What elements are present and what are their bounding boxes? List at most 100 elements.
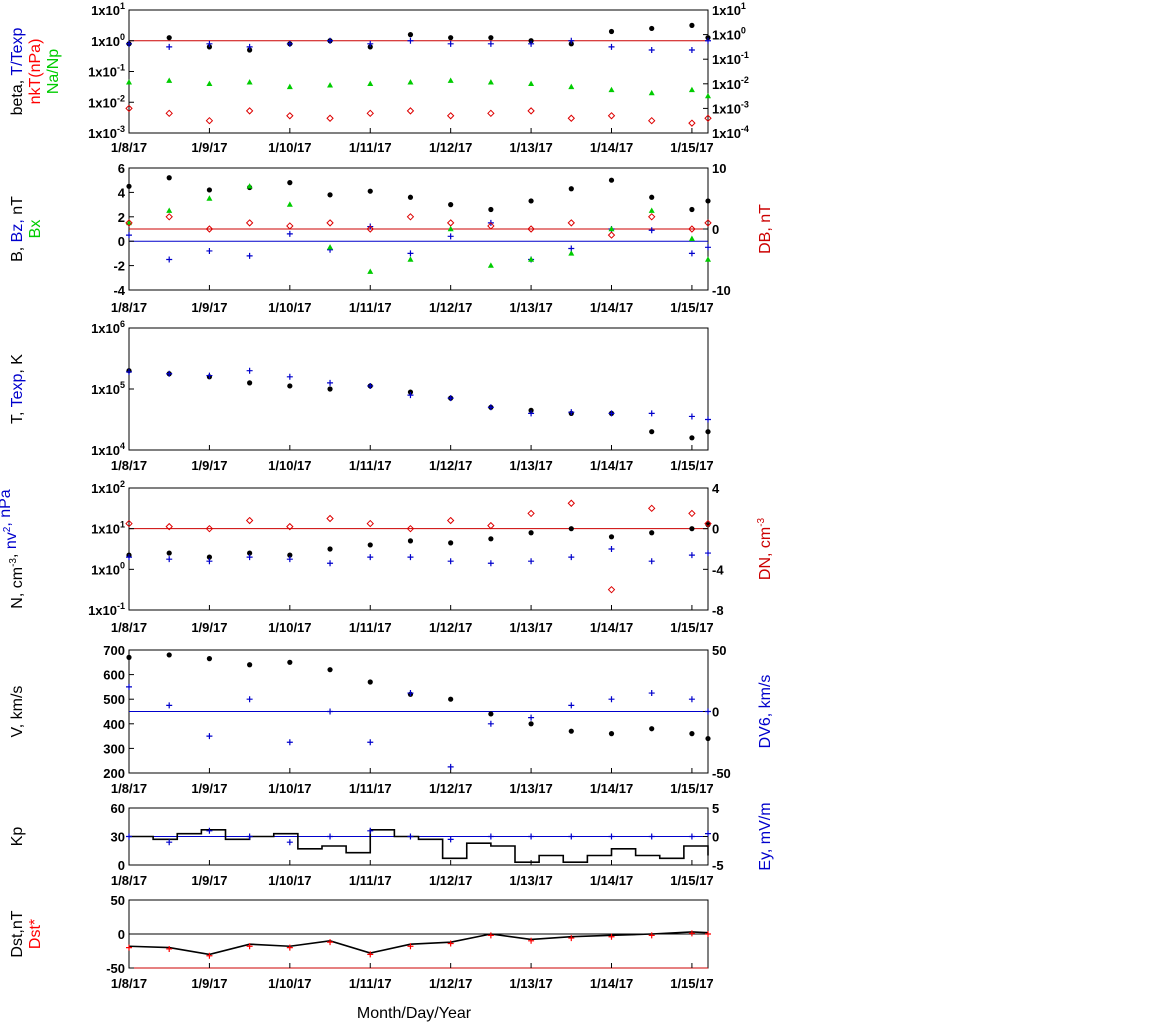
data-point <box>126 232 132 239</box>
y-axis-label: B, Bz, nT <box>9 196 26 262</box>
left-tick-label: 1x100 <box>91 32 125 49</box>
data-point <box>407 392 414 399</box>
data-point <box>247 380 253 386</box>
data-point <box>568 37 575 44</box>
data-point <box>126 368 132 375</box>
data-point <box>126 183 132 189</box>
y-label-part: N, cm <box>9 567 26 609</box>
data-point <box>648 46 655 53</box>
data-point <box>407 256 414 262</box>
right-tick-label: 0 <box>712 705 719 720</box>
x-tick-label: 1/14/17 <box>590 781 633 796</box>
x-tick-label: 1/9/17 <box>191 300 227 315</box>
left-tick-label: 400 <box>103 717 125 732</box>
x-tick-label: 1/10/17 <box>268 140 311 155</box>
data-point <box>527 509 535 518</box>
series-kp <box>128 829 709 863</box>
data-point <box>528 530 534 536</box>
data-point <box>407 833 414 840</box>
data-point <box>166 207 173 213</box>
data-point <box>246 252 253 259</box>
data-point <box>608 546 615 552</box>
data-point <box>528 38 534 44</box>
data-point <box>528 80 535 86</box>
series-dv6 <box>126 683 711 770</box>
data-point <box>126 654 132 660</box>
y-axis-label: Kp <box>9 827 26 847</box>
left-tick-label: 700 <box>103 643 125 658</box>
right-tick-label: 5 <box>712 801 719 816</box>
x-tick-label: 1/8/17 <box>111 781 147 796</box>
data-point <box>487 79 494 85</box>
panel-B: -4 -2 0 2 4 6 -10 0 10 1/8/17 1/9/17 1/10/17 1/11/17… <box>9 161 774 315</box>
left-tick-label-exp: 2 <box>120 479 125 489</box>
data-point <box>688 930 695 937</box>
data-point <box>528 937 535 944</box>
left-tick-label-exp: 5 <box>120 380 125 390</box>
data-point <box>246 183 253 189</box>
data-point <box>688 509 696 518</box>
x-tick-label: 1/11/17 <box>349 976 392 991</box>
data-point <box>206 187 213 193</box>
data-point <box>286 373 293 380</box>
data-point <box>648 89 655 96</box>
data-point <box>448 696 454 702</box>
data-point <box>488 536 494 542</box>
data-point <box>446 112 455 120</box>
left-tick-label: 200 <box>103 766 125 781</box>
data-point <box>487 720 494 727</box>
left-tick-label-exp: -2 <box>117 93 125 103</box>
right-tick-label: 10 <box>712 161 726 176</box>
data-point <box>166 35 172 41</box>
data-point <box>206 656 213 662</box>
left-tick-label: -50 <box>106 961 125 976</box>
y-axis-label: T, Texp, K <box>9 354 26 424</box>
y-axis-label: Bx <box>27 220 44 239</box>
right-label-part: -3 <box>756 517 767 526</box>
data-point <box>367 44 373 50</box>
data-point <box>407 194 414 200</box>
data-point <box>568 41 574 47</box>
data-point <box>705 256 711 262</box>
x-tick-label: 1/10/17 <box>268 873 311 888</box>
data-point <box>367 188 373 194</box>
data-point <box>366 519 374 528</box>
x-tick-label: 1/15/17 <box>670 976 713 991</box>
data-point <box>246 367 253 374</box>
data-point <box>608 410 615 417</box>
right-tick-label-exp: -3 <box>741 99 749 109</box>
data-point <box>487 521 495 530</box>
data-point <box>649 429 655 435</box>
x-tick-label: 1/12/17 <box>429 976 472 991</box>
data-point <box>705 416 711 423</box>
x-tick-label: 1/12/17 <box>429 873 472 888</box>
right-tick-label: 0 <box>712 830 719 845</box>
data-point <box>125 519 133 528</box>
x-tick-label: 1/13/17 <box>509 300 552 315</box>
data-point <box>367 679 373 685</box>
y-axis-label: Dst,nT <box>9 910 26 957</box>
plot-frame <box>128 487 709 611</box>
data-point <box>689 526 695 532</box>
data-point <box>689 731 695 737</box>
data-point <box>206 827 213 834</box>
data-point <box>407 37 414 44</box>
panel-Dst: -50 0 50 1/8/17 1/9/17 1/10/17 1/11/17 1/12/17 1… <box>9 893 714 991</box>
data-point <box>447 233 454 240</box>
x-tick-label: 1/10/17 <box>268 458 311 473</box>
x-tick-label: 1/11/17 <box>349 781 392 796</box>
data-point <box>125 219 133 227</box>
x-tick-label: 1/9/17 <box>191 873 227 888</box>
data-point <box>327 939 334 946</box>
data-point <box>648 833 655 840</box>
data-point <box>448 540 454 546</box>
data-point <box>608 86 615 93</box>
left-tick-label: 500 <box>103 692 125 707</box>
data-point <box>705 830 711 837</box>
data-point <box>246 43 253 50</box>
data-point <box>447 836 454 843</box>
data-point <box>286 839 293 846</box>
data-point <box>607 112 616 120</box>
right-tick-label: -4 <box>712 562 724 577</box>
data-point <box>125 104 133 113</box>
